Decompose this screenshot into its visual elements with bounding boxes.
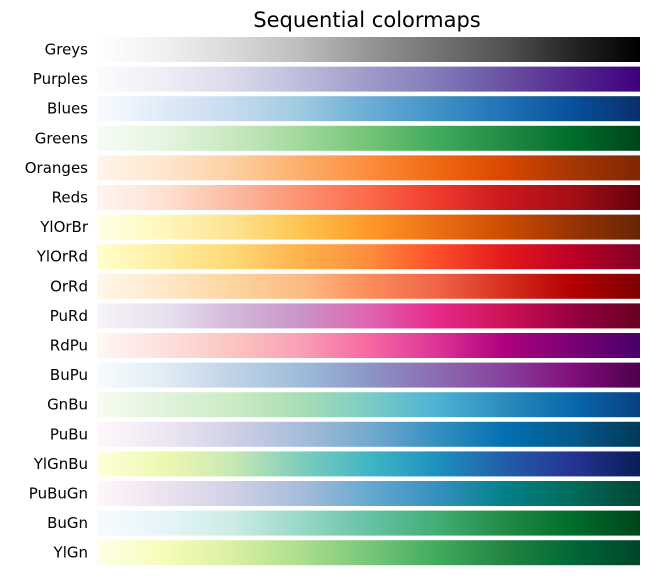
- colormap-row-bupu: BuPu: [50, 362, 640, 388]
- colormap-label-ylorrd: YlOrRd: [36, 248, 88, 266]
- colormap-strip-ylorrd: [97, 244, 640, 270]
- colormap-row-pubu: PuBu: [50, 421, 640, 447]
- colormap-row-oranges: Oranges: [25, 155, 640, 181]
- colormap-row-purd: PuRd: [50, 303, 640, 329]
- colormap-strip-oranges: [97, 155, 640, 181]
- colormap-label-gnbu: GnBu: [47, 396, 88, 414]
- colormap-label-greens: Greens: [35, 129, 88, 147]
- colormap-row-greens: Greens: [35, 125, 640, 151]
- colormap-label-rdpu: RdPu: [50, 337, 88, 355]
- colormap-label-reds: Reds: [52, 189, 88, 207]
- colormap-label-ylorbr: YlOrBr: [39, 218, 89, 236]
- colormap-row-pubugn: PuBuGn: [29, 481, 640, 506]
- colormap-row-rdpu: RdPu: [50, 333, 640, 358]
- chart-title: Sequential colormaps: [253, 8, 481, 32]
- colormap-strip-orrd: [97, 273, 640, 299]
- colormap-label-blues: Blues: [47, 100, 88, 118]
- colormap-label-pubugn: PuBuGn: [29, 485, 88, 503]
- colormap-strip-purples: [97, 66, 640, 92]
- colormap-strip-blues: [97, 96, 640, 122]
- colormap-label-greys: Greys: [45, 41, 89, 59]
- colormap-row-reds: Reds: [52, 185, 640, 210]
- colormap-label-bugn: BuGn: [47, 514, 88, 532]
- colormap-label-purples: Purples: [33, 70, 88, 88]
- colormap-label-ylgnbu: YlGnBu: [33, 455, 88, 473]
- colormap-strip-purd: [97, 303, 640, 329]
- colormap-label-purd: PuRd: [50, 307, 88, 325]
- colormap-strip-gnbu: [97, 392, 640, 418]
- colormap-row-gnbu: GnBu: [47, 392, 640, 418]
- colormap-label-ylgn: YlGn: [53, 544, 88, 562]
- colormap-row-ylgn: YlGn: [53, 540, 640, 566]
- colormap-row-bugn: BuGn: [47, 510, 640, 536]
- colormap-strip-ylgn: [97, 540, 640, 566]
- colormap-label-pubu: PuBu: [50, 425, 88, 443]
- colormap-label-oranges: Oranges: [25, 159, 88, 177]
- colormap-strip-greys: [97, 37, 640, 62]
- colormap-label-orrd: OrRd: [50, 277, 88, 295]
- colormap-strip-rdpu: [97, 333, 640, 358]
- colormap-label-bupu: BuPu: [50, 366, 88, 384]
- colormap-strip-greens: [97, 125, 640, 151]
- colormap-strip-ylgnbu: [97, 451, 640, 477]
- colormap-row-orrd: OrRd: [50, 273, 640, 299]
- colormap-strip-bugn: [97, 510, 640, 536]
- colormap-strip-pubugn: [97, 481, 640, 506]
- colormap-row-ylorrd: YlOrRd: [36, 244, 640, 270]
- colormap-strip-ylorbr: [97, 214, 640, 240]
- colormap-row-greys: Greys: [45, 37, 640, 62]
- colormap-row-blues: Blues: [47, 96, 640, 122]
- colormap-row-ylorbr: YlOrBr: [39, 214, 640, 240]
- colormap-row-ylgnbu: YlGnBu: [33, 451, 640, 477]
- colormap-strip-pubu: [97, 421, 640, 447]
- colormap-rows: Greys Purples Blues Greens Oranges Reds YlOrBr…: [25, 37, 640, 566]
- colormap-row-purples: Purples: [33, 66, 640, 92]
- colormap-strip-bupu: [97, 362, 640, 388]
- colormap-strip-reds: [97, 185, 640, 210]
